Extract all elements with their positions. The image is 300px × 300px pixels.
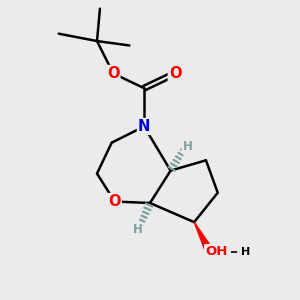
Text: H: H bbox=[241, 247, 250, 256]
Polygon shape bbox=[194, 222, 212, 252]
Text: O: O bbox=[108, 194, 121, 209]
Text: O: O bbox=[107, 66, 119, 81]
Text: H: H bbox=[132, 223, 142, 236]
Text: O: O bbox=[169, 66, 181, 81]
Text: N: N bbox=[138, 119, 150, 134]
Text: OH: OH bbox=[205, 245, 227, 258]
Text: H: H bbox=[182, 140, 192, 153]
